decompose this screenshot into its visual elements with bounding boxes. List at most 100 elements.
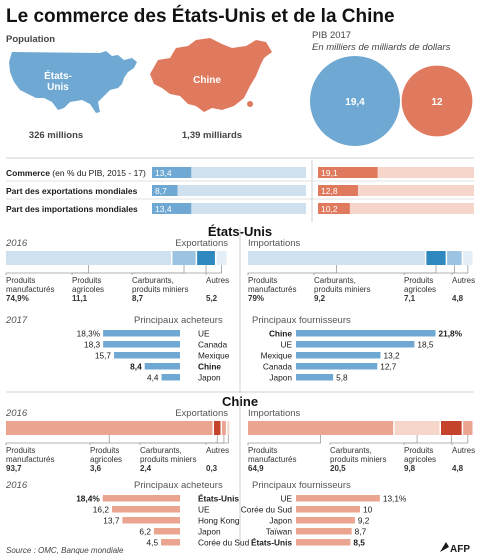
partner-value: 8,5 — [353, 538, 365, 548]
structure-segment-label: Autres — [452, 276, 475, 285]
partner-value: 16,2 — [93, 505, 110, 515]
comparison-bar-cn — [318, 185, 358, 196]
partner-bar — [296, 341, 415, 348]
china-population-value: 1,39 milliards — [182, 130, 242, 141]
partner-bar — [296, 539, 351, 546]
comparison-bar-cn — [318, 167, 378, 178]
structure-segment-label: Autres — [206, 446, 229, 455]
partner-value: 13,1% — [383, 494, 407, 504]
partner-value: 5,8 — [336, 373, 348, 383]
structure-segment-label: Carburants, produits miniers — [330, 446, 386, 464]
partner-bar — [102, 495, 180, 502]
structure-segment-value: 4,8 — [452, 464, 464, 473]
partner-value: 8,7 — [355, 527, 367, 537]
structure-segment — [394, 421, 440, 435]
partner-name: Canada — [263, 362, 292, 372]
structure-segment-label: Autres — [206, 276, 229, 285]
structure-segment — [216, 251, 227, 265]
us-buyers-title: Principaux acheteurs — [134, 315, 223, 326]
cn-buyers-title: Principaux acheteurs — [134, 480, 223, 491]
pib-bubble-cn — [401, 65, 473, 137]
partner-name: Canada — [198, 340, 227, 350]
structure-segment-label: Autres — [452, 446, 475, 455]
partner-bar — [296, 495, 380, 502]
structure-segment-value: 9,8 — [404, 464, 416, 473]
structure-segment-value: 9,2 — [314, 294, 326, 303]
structure-segment — [248, 421, 394, 435]
structure-segment-value: 64,9 — [248, 464, 264, 473]
comparison-row-label: Part des importations mondiales — [6, 204, 138, 214]
partner-value: 4,5 — [147, 538, 159, 548]
partner-name: Chine — [198, 362, 221, 372]
partner-name: Mexique — [261, 351, 293, 361]
cn-partner-bars: 18,4% États-Unis 16,2 UE 13,7 Hong Kong 6,2 Jap… — [76, 494, 407, 548]
comparison-track-us — [152, 203, 306, 214]
structure-leader-line — [403, 265, 455, 275]
comparison-track-us — [152, 185, 306, 196]
comparison-value-us: 8,7 — [155, 186, 167, 196]
structure-leader-line — [247, 265, 337, 275]
structure-segment — [463, 251, 473, 265]
us-partners-year: 2017 — [5, 315, 28, 326]
comparison-row-label: Part des exportations mondiales — [6, 186, 138, 196]
partner-value: 8,4 — [130, 362, 142, 372]
china-map-shape — [150, 38, 272, 112]
partner-name: Japon — [198, 373, 221, 383]
us-imports-title: Importations — [248, 238, 301, 249]
structure-leader-line — [329, 435, 418, 445]
structure-segment-label: Produits agricoles — [404, 446, 436, 464]
pib-subheading: En milliers de milliards de dollars — [312, 42, 451, 53]
structure-segment — [222, 421, 226, 435]
structure-leader-line — [205, 435, 229, 445]
structure-segment-value: 79% — [248, 294, 264, 303]
structure-leader-line — [5, 435, 110, 445]
structure-segment-label: Produits agricoles — [404, 276, 436, 294]
structure-segment — [172, 251, 196, 265]
cn-structure-year: 2016 — [5, 408, 28, 419]
structure-segment-label: Produits agricoles — [90, 446, 122, 464]
structure-segment-label: Produits manufacturés — [248, 276, 296, 294]
partner-bar — [296, 517, 355, 524]
comparison-track-us — [152, 167, 306, 178]
structure-segment-value: 7,1 — [404, 294, 416, 303]
partner-value: 18,3 — [84, 340, 101, 350]
partner-name: Japon — [269, 373, 292, 383]
structure-segment-value: 5,2 — [206, 294, 218, 303]
usa-population-value: 326 millions — [29, 130, 83, 141]
structure-segment — [447, 251, 462, 265]
taiwan-island-shape — [247, 101, 253, 107]
partner-value: 13,2 — [383, 351, 400, 361]
pib-value-us: 19,4 — [345, 97, 365, 108]
partner-bar — [296, 352, 381, 359]
partner-name: UE — [280, 340, 292, 350]
structure-segment-label: Carburants, produits miniers — [314, 276, 370, 294]
usa-map-label: États-Unis — [44, 69, 72, 93]
comparison-track-cn — [318, 167, 474, 178]
partner-value: 10 — [363, 505, 373, 515]
comparison-value-cn: 10,2 — [321, 204, 338, 214]
afp-logo-mark — [440, 542, 449, 552]
structure-segment-label: Carburants, produits miniers — [132, 276, 188, 294]
structure-leader-line — [205, 265, 222, 275]
source-note: Source : OMC, Banque mondiale — [6, 546, 124, 555]
structure-segment-value: 93,7 — [6, 464, 22, 473]
partner-value: 18,3% — [77, 329, 101, 339]
structure-leader-line — [139, 435, 225, 445]
structure-leader-line — [247, 435, 321, 445]
partner-name: Mexique — [198, 351, 230, 361]
comparison-bar-us — [152, 203, 192, 214]
partner-name: Corée du Sud — [198, 538, 250, 548]
partner-bar — [296, 528, 352, 535]
comparison-bar-cn — [318, 203, 350, 214]
comparison-row-label: Commerce (en % du PIB, 2015 - 17) — [6, 168, 146, 178]
structure-leader-line — [451, 265, 469, 275]
comparison-rows: Commerce (en % du PIB, 2015 - 17) 13,4 19,… — [6, 160, 474, 222]
comparison-value-us: 13,4 — [155, 204, 172, 214]
structure-leader-line — [313, 265, 437, 275]
partner-bar — [296, 374, 334, 381]
structure-leader-line — [131, 265, 207, 275]
